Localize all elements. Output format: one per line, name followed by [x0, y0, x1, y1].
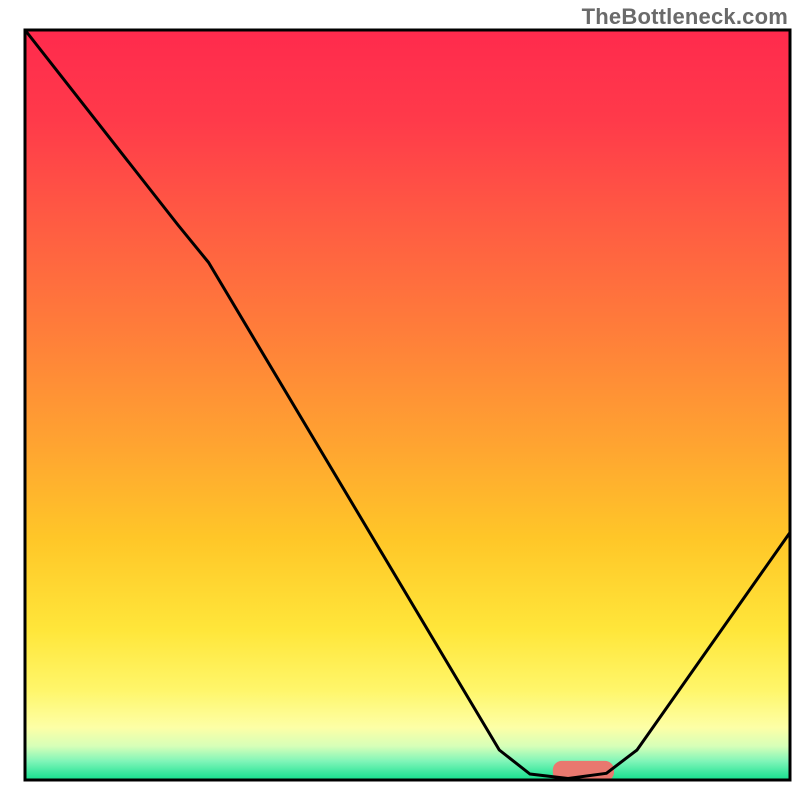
chart-container: { "watermark": { "text": "TheBottleneck.… [0, 0, 800, 800]
bottleneck-gradient-chart [0, 0, 800, 800]
gradient-background [25, 30, 790, 780]
plot-area [25, 30, 790, 781]
